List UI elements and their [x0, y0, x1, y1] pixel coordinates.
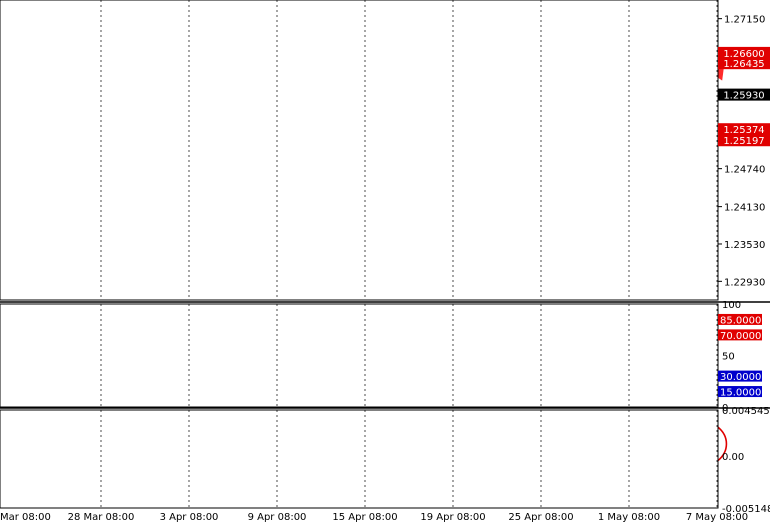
x-tick-label: 28 Mar 08:00 [68, 512, 135, 523]
macd-frame [0, 409, 719, 509]
osc-level-tag [718, 386, 762, 398]
oscillator-frame [0, 303, 719, 408]
price-level-tag-text: 1.25374 [723, 125, 764, 136]
osc-level-tag-text: 30.0000 [720, 372, 761, 383]
osc-tick-label: 100 [722, 300, 741, 311]
price-tick-label: 1.24130 [724, 203, 765, 214]
osc-tick-label: 0 [722, 403, 728, 414]
x-tick-label: 3 Apr 08:00 [160, 512, 219, 523]
macd-tick-label: 0.00 [722, 452, 744, 463]
x-tick-label: 7 May 08:00 [686, 512, 748, 523]
price-level-tag [718, 46, 770, 59]
osc-level-tag-text: 15.0000 [720, 388, 761, 399]
x-tick-label: Mar 08:00 [0, 512, 51, 523]
osc-level-tag [718, 370, 762, 382]
price-frame [0, 0, 719, 301]
x-tick-label: 9 Apr 08:00 [248, 512, 307, 523]
price-level-tag [718, 134, 770, 147]
osc-level-tag [718, 329, 762, 341]
macd-tick-label: 0.0045451 [722, 406, 770, 417]
x-tick-label: 19 Apr 08:00 [420, 512, 485, 523]
price-tick-label: 1.22930 [724, 277, 765, 288]
price-tick-label: 1.23530 [724, 240, 765, 251]
current-price-tag-text: 1.25930 [723, 91, 764, 102]
price-level-tag [718, 123, 770, 136]
price-level-tag [718, 57, 770, 70]
osc-tick-label: 50 [722, 352, 735, 363]
price-tick-label: 1.24740 [724, 165, 765, 176]
osc-level-tag-text: 85.0000 [720, 315, 761, 326]
osc-level-tag-text: 70.0000 [720, 331, 761, 342]
price-level-tag-text: 1.26435 [723, 59, 764, 70]
price-level-tag-text: 1.26600 [723, 49, 764, 60]
osc-level-tag [718, 313, 762, 325]
x-tick-label: 15 Apr 08:00 [332, 512, 397, 523]
x-tick-label: 1 May 08:00 [598, 512, 660, 523]
x-tick-label: 25 Apr 08:00 [508, 512, 573, 523]
price-level-tag-text: 1.25197 [723, 136, 764, 147]
macd-tick-label: -0.0051485 [722, 504, 770, 515]
current-price-tag [718, 88, 770, 101]
price-tick-label: 1.27150 [724, 15, 765, 26]
